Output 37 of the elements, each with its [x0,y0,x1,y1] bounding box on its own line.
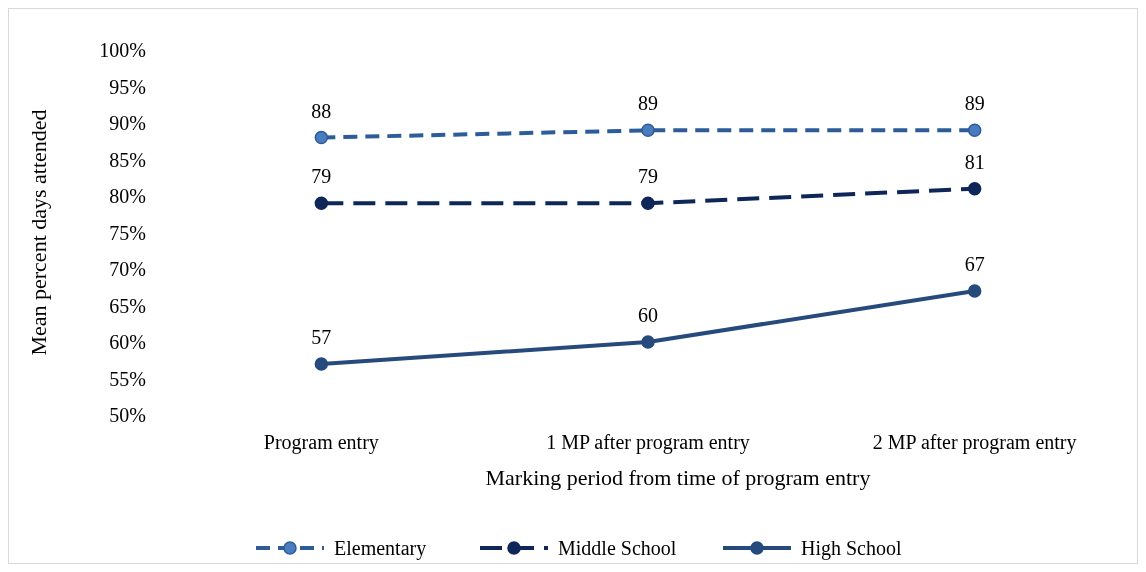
point [967,284,982,298]
y-tick-label: 60% [109,331,146,353]
y-tick-label: 50% [109,404,146,426]
legend-label: High School [801,537,902,560]
legend-label: Elementary [334,537,427,560]
data-label: 79 [311,165,332,188]
point [967,181,982,196]
point [314,130,329,145]
data-label: 88 [311,99,332,122]
data-label: 60 [638,304,658,326]
x-tick-label: 2 MP after program entry [872,431,1077,454]
legend-label: Middle School [558,537,677,559]
point [641,335,655,349]
y-axis-title: Mean percent days attended [26,109,51,356]
data-label: 57 [311,325,332,348]
data-label: 89 [638,92,658,115]
point [967,123,982,138]
y-tick-label: 85% [109,148,146,171]
y-tick-label: 80% [109,185,146,207]
point [641,123,655,138]
point [641,196,655,211]
y-tick-label: 65% [109,294,146,317]
data-label: 79 [638,165,658,188]
point [314,357,329,371]
y-tick-label: 90% [109,112,146,134]
point [314,196,329,211]
data-label: 67 [964,252,985,275]
y-tick-label: 75% [109,221,146,244]
y-tick-label: 95% [109,75,146,98]
x-axis-title: Marking period from time of program entry [485,465,871,490]
x-tick-label: Program entry [263,431,379,454]
y-tick-label: 70% [109,258,146,280]
data-label: 81 [964,150,985,173]
x-tick-label: 1 MP after program entry [546,431,750,454]
y-tick-label: 100% [99,39,146,61]
y-tick-label: 55% [109,367,146,390]
data-label: 89 [964,92,985,115]
